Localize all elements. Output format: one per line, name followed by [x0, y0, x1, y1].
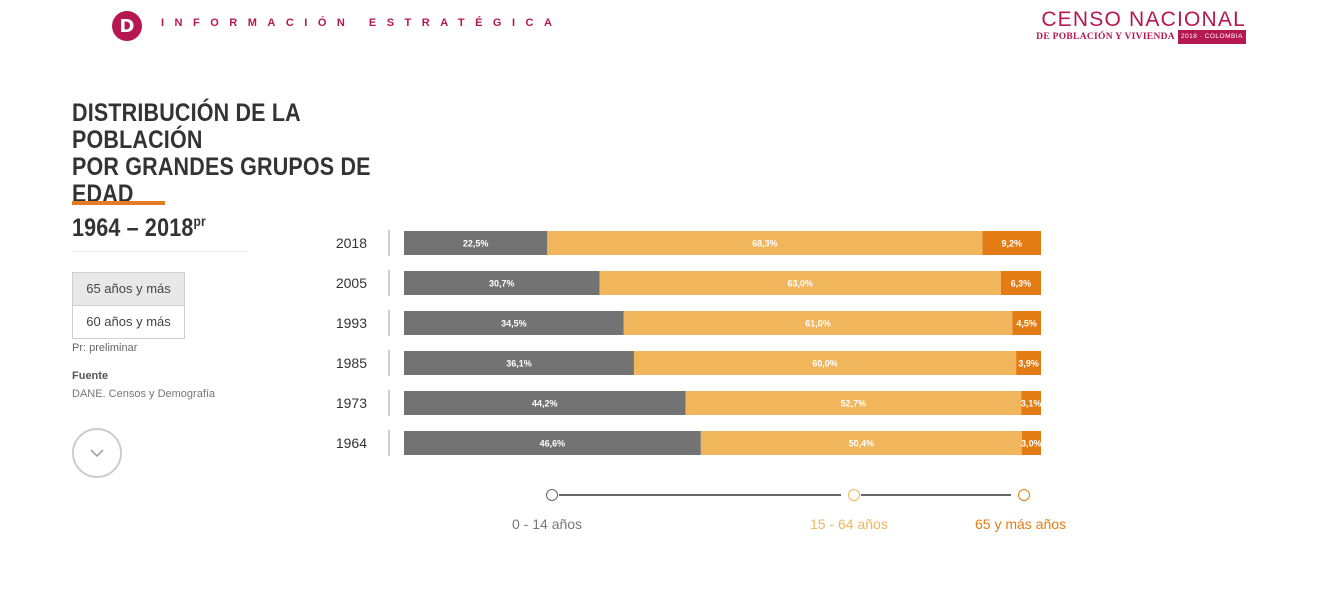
bar-0-14-1993[interactable] — [404, 311, 624, 335]
data-label-65-plus-1993: 4,5% — [1016, 319, 1037, 329]
chevron-down-icon — [90, 449, 104, 458]
legend-dot-15-64[interactable] — [848, 489, 860, 501]
toggle-60-plus-button[interactable]: 60 años y más — [72, 305, 185, 339]
legend-connector-2 — [861, 494, 1011, 496]
bar-65-plus-1985[interactable] — [1016, 351, 1041, 375]
title-line-3: 1964 – 2018pr — [72, 208, 399, 242]
censo-title: CENSO NACIONAL — [1041, 8, 1246, 31]
bar-65-plus-1964[interactable] — [1021, 431, 1041, 455]
age-threshold-toggle: 65 años y más 60 años y más — [72, 272, 185, 339]
censo-logo: CENSO NACIONAL DE POBLACIÓN Y VIVIENDA 2… — [1036, 9, 1246, 44]
data-label-15-64-1964: 50,4% — [849, 439, 875, 449]
category-label-1964: 1964 — [336, 435, 367, 451]
bar-15-64-1973[interactable] — [685, 391, 1022, 415]
scroll-down-button[interactable] — [72, 428, 122, 478]
bar-0-14-1985[interactable] — [404, 351, 634, 375]
bar-0-14-2005[interactable] — [404, 271, 600, 295]
bar-65-plus-2018[interactable] — [982, 231, 1041, 255]
data-label-15-64-1985: 60,0% — [812, 359, 838, 369]
brand-title: INFORMACIÓN ESTRATÉGICA — [161, 17, 563, 29]
data-label-15-64-1993: 61,0% — [805, 319, 831, 329]
censo-subtitle-row: DE POBLACIÓN Y VIVIENDA 2018 · COLOMBIA — [1036, 30, 1246, 44]
category-label-2018: 2018 — [336, 235, 367, 251]
logo-letter: D — [119, 15, 135, 37]
data-label-0-14-2005: 30,7% — [489, 279, 515, 289]
bar-65-plus-1973[interactable] — [1021, 391, 1041, 415]
legend-dot-65-plus[interactable] — [1018, 489, 1030, 501]
data-label-0-14-1985: 36,1% — [506, 359, 532, 369]
data-label-65-plus-2005: 6,3% — [1011, 279, 1032, 289]
page-title: DISTRIBUCIÓN DE LA POBLACIÓN POR GRANDES… — [72, 100, 399, 242]
source-label: Fuente — [72, 370, 109, 382]
bar-65-plus-1993[interactable] — [1012, 311, 1041, 335]
category-label-1985: 1985 — [336, 355, 367, 371]
toggle-65-plus-button[interactable]: 65 años y más — [72, 272, 185, 306]
legend-label-65-plus[interactable]: 65 y más años — [975, 516, 1067, 532]
legend-dot-0-14[interactable] — [546, 489, 558, 501]
legend-label-0-14[interactable]: 0 - 14 años — [512, 516, 583, 532]
title-line-1: DISTRIBUCIÓN DE LA POBLACIÓN — [72, 99, 301, 154]
data-label-0-14-1964: 46,6% — [540, 439, 566, 449]
data-label-65-plus-1985: 3,9% — [1018, 359, 1039, 369]
category-label-1993: 1993 — [336, 315, 367, 331]
bar-15-64-1985[interactable] — [633, 351, 1017, 375]
bar-15-64-1993[interactable] — [623, 311, 1013, 335]
title-years: 1964 – 2018 — [72, 214, 194, 242]
legend-connector-1 — [559, 494, 841, 496]
bar-0-14-2018[interactable] — [404, 231, 548, 255]
dane-logo[interactable]: D — [112, 11, 142, 41]
source-text: DANE. Censos y Demografía — [72, 388, 216, 400]
category-label-1973: 1973 — [336, 395, 367, 411]
data-label-65-plus-1973: 3,1% — [1021, 399, 1042, 409]
title-superscript: pr — [193, 213, 206, 229]
preliminary-note: Pr: preliminar — [72, 342, 138, 354]
data-label-15-64-2005: 63,0% — [787, 279, 813, 289]
data-label-65-plus-2018: 9,2% — [1001, 239, 1022, 249]
data-label-65-plus-1964: 3,0% — [1021, 439, 1042, 449]
category-label-2005: 2005 — [336, 275, 367, 291]
data-label-0-14-2018: 22,5% — [463, 239, 489, 249]
censo-subtitle: DE POBLACIÓN Y VIVIENDA — [1036, 32, 1175, 42]
bar-65-plus-2005[interactable] — [1000, 271, 1041, 295]
bar-15-64-1964[interactable] — [700, 431, 1022, 455]
data-label-15-64-2018: 68,3% — [752, 239, 778, 249]
bar-15-64-2018[interactable] — [547, 231, 983, 255]
data-label-15-64-1973: 52,7% — [841, 399, 867, 409]
legend-label-15-64[interactable]: 15 - 64 años — [810, 516, 888, 532]
data-label-0-14-1993: 34,5% — [501, 319, 527, 329]
bar-0-14-1964[interactable] — [404, 431, 701, 455]
sidebar-divider — [72, 251, 248, 252]
censo-tag: 2018 · COLOMBIA — [1177, 30, 1246, 44]
data-label-0-14-1973: 44,2% — [532, 399, 558, 409]
bar-0-14-1973[interactable] — [404, 391, 686, 415]
title-underline — [72, 201, 165, 205]
bar-15-64-2005[interactable] — [599, 271, 1001, 295]
